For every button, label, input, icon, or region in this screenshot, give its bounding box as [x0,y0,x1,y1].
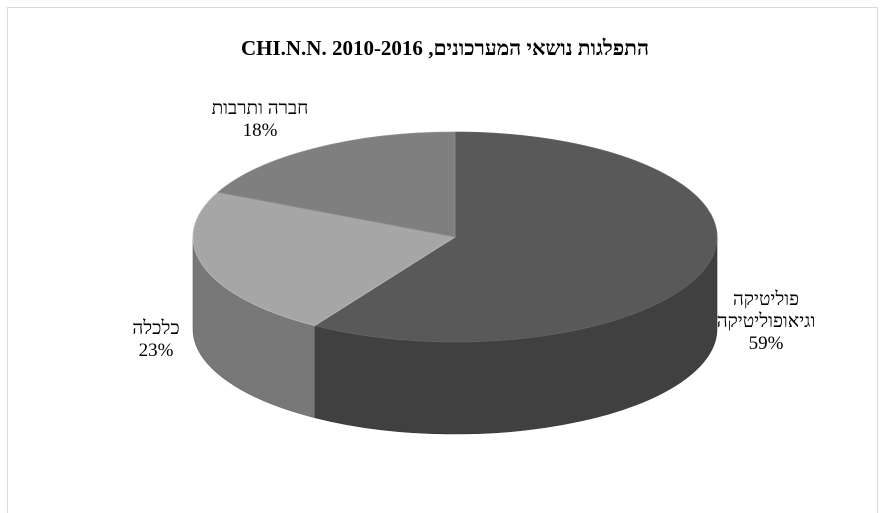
chart-title: התפלגות נושאי המערכונים, CHI.N.N. 2010-2… [240,36,650,60]
pie-slice-0 [313,131,718,343]
slice-label-politics-name: פוליטיקה וגיאופוליטיקה [716,289,816,332]
slice-label-economy-name: כלכלה [132,318,180,339]
slice-label-politics: פוליטיקה וגיאופוליטיקה 59% [686,289,846,355]
slice-label-society-value: 18% [242,120,278,141]
slice-label-society: חברה ותרבות 18% [180,98,340,142]
slice-label-society-name: חברה ותרבות [211,98,309,119]
pie-slice-2 [217,131,456,238]
slice-label-economy-value: 23% [138,340,174,361]
slice-label-economy: כלכלה 23% [96,318,216,362]
pie-slice-1 [192,191,457,327]
slice-label-politics-value: 59% [748,333,784,354]
